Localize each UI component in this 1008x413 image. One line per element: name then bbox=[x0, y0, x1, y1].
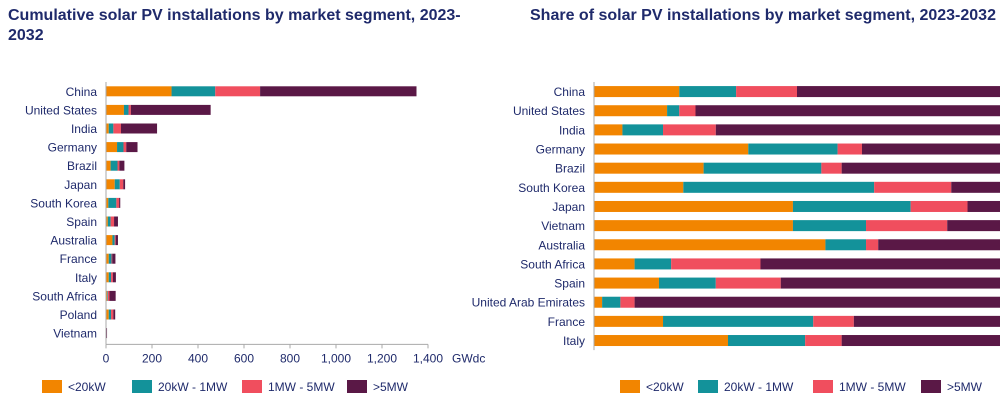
bar-india-lt-20kw bbox=[594, 124, 622, 135]
category-label-spain: Spain bbox=[554, 277, 585, 291]
bar-china-1mw-5mw bbox=[736, 86, 797, 97]
bar-spain-20kw-1mw bbox=[659, 278, 716, 289]
bar-italy-20kw-1mw bbox=[728, 335, 805, 346]
bar-south-korea-1mw-5mw bbox=[874, 182, 951, 193]
bar-united-states-1mw-5mw bbox=[679, 105, 695, 116]
bar-brazil-lt-20kw bbox=[594, 163, 704, 174]
legend-swatch-gt-5mw bbox=[921, 380, 941, 393]
category-label-south-korea: South Korea bbox=[518, 181, 585, 195]
bar-australia-lt-20kw bbox=[594, 239, 825, 250]
bar-south-korea-lt-20kw bbox=[594, 182, 683, 193]
bar-united-arab-emirates-gt-5mw bbox=[635, 297, 1000, 308]
bar-germany-lt-20kw bbox=[594, 144, 748, 155]
bar-italy-lt-20kw bbox=[594, 335, 728, 346]
legend-label-1mw-5mw: 1MW - 5MW bbox=[839, 380, 906, 394]
bar-spain-lt-20kw bbox=[594, 278, 659, 289]
bar-germany-20kw-1mw bbox=[748, 144, 837, 155]
bar-vietnam-1mw-5mw bbox=[866, 220, 947, 231]
bar-japan-1mw-5mw bbox=[911, 201, 968, 212]
bar-japan-gt-5mw bbox=[968, 201, 1000, 212]
legend-label-20kw-1mw: 20kW - 1MW bbox=[724, 380, 794, 394]
bar-japan-20kw-1mw bbox=[793, 201, 911, 212]
bar-china-gt-5mw bbox=[797, 86, 1000, 97]
bar-china-lt-20kw bbox=[594, 86, 679, 97]
bar-italy-1mw-5mw bbox=[805, 335, 842, 346]
share-installations-chart: China United States India Germany Brazil Sout… bbox=[0, 0, 1008, 413]
category-label-italy: Italy bbox=[563, 334, 585, 348]
legend-swatch-20kw-1mw bbox=[698, 380, 718, 393]
bar-south-korea-gt-5mw bbox=[951, 182, 1000, 193]
legend-swatch-lt-20kw bbox=[620, 380, 640, 393]
category-label-india: India bbox=[559, 123, 585, 137]
legend-label-lt-20kw: <20kW bbox=[646, 380, 684, 394]
category-label-brazil: Brazil bbox=[555, 162, 585, 176]
bar-brazil-gt-5mw bbox=[842, 163, 1000, 174]
bar-south-africa-20kw-1mw bbox=[635, 258, 672, 269]
bar-germany-gt-5mw bbox=[862, 144, 1000, 155]
bar-australia-gt-5mw bbox=[878, 239, 1000, 250]
bar-japan-lt-20kw bbox=[594, 201, 793, 212]
bar-australia-20kw-1mw bbox=[825, 239, 866, 250]
bar-germany-1mw-5mw bbox=[838, 144, 862, 155]
bar-france-gt-5mw bbox=[854, 316, 1000, 327]
bar-south-africa-1mw-5mw bbox=[671, 258, 760, 269]
bar-spain-1mw-5mw bbox=[716, 278, 781, 289]
bar-india-20kw-1mw bbox=[622, 124, 663, 135]
bar-south-africa-gt-5mw bbox=[760, 258, 1000, 269]
bar-italy-gt-5mw bbox=[842, 335, 1000, 346]
category-label-united-states: United States bbox=[513, 104, 585, 118]
bar-united-arab-emirates-lt-20kw bbox=[594, 297, 602, 308]
legend-swatch-1mw-5mw bbox=[813, 380, 833, 393]
bar-spain-gt-5mw bbox=[781, 278, 1000, 289]
bar-united-states-lt-20kw bbox=[594, 105, 667, 116]
category-label-germany: Germany bbox=[536, 143, 585, 157]
bar-china-20kw-1mw bbox=[679, 86, 736, 97]
bar-france-1mw-5mw bbox=[813, 316, 854, 327]
bar-brazil-1mw-5mw bbox=[821, 163, 841, 174]
bar-india-gt-5mw bbox=[716, 124, 1000, 135]
bar-france-20kw-1mw bbox=[663, 316, 813, 327]
bar-australia-1mw-5mw bbox=[866, 239, 878, 250]
bar-south-africa-lt-20kw bbox=[594, 258, 635, 269]
bar-brazil-20kw-1mw bbox=[704, 163, 822, 174]
bar-south-korea-20kw-1mw bbox=[683, 182, 874, 193]
category-label-south-africa: South Africa bbox=[520, 257, 585, 271]
category-label-vietnam: Vietnam bbox=[541, 219, 585, 233]
bar-india-1mw-5mw bbox=[663, 124, 716, 135]
category-label-australia: Australia bbox=[538, 238, 585, 252]
bar-united-arab-emirates-1mw-5mw bbox=[620, 297, 634, 308]
bar-vietnam-20kw-1mw bbox=[793, 220, 866, 231]
bar-united-states-gt-5mw bbox=[696, 105, 1001, 116]
bar-united-states-20kw-1mw bbox=[667, 105, 679, 116]
category-label-united-arab-emirates: United Arab Emirates bbox=[472, 296, 585, 310]
category-label-china: China bbox=[554, 85, 586, 99]
legend-label-gt-5mw: >5MW bbox=[947, 380, 983, 394]
category-label-japan: Japan bbox=[552, 200, 585, 214]
category-label-france: France bbox=[548, 315, 586, 329]
bar-vietnam-lt-20kw bbox=[594, 220, 793, 231]
bar-france-lt-20kw bbox=[594, 316, 663, 327]
bar-united-arab-emirates-20kw-1mw bbox=[602, 297, 620, 308]
bar-vietnam-gt-5mw bbox=[947, 220, 1000, 231]
